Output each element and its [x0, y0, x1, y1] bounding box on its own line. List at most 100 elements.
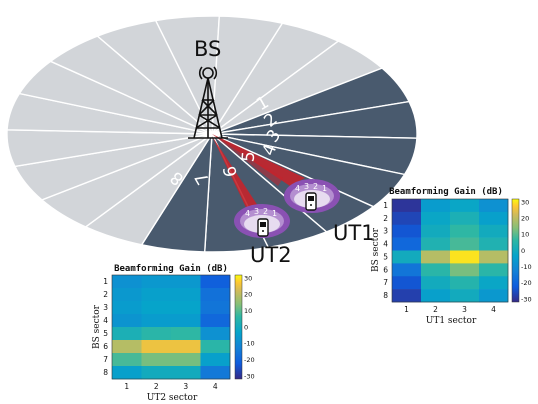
heatmap-ut1-cell [479, 250, 509, 264]
heatmap-ut1-colorbar [511, 198, 520, 303]
heatmap-ut2-xtick: 2 [154, 382, 159, 391]
heatmap-ut2-colorbar-tick: 0 [244, 323, 248, 331]
heatmap-ut2-ytick: 4 [103, 316, 108, 325]
heatmap-ut2-colorbar-tick: 10 [244, 307, 252, 315]
ut1-phone-icon [305, 192, 317, 211]
heatmap-ut2-cell [141, 366, 172, 380]
heatmap-ut2-cell [200, 340, 231, 354]
heatmap-ut2-xtick: 3 [183, 382, 188, 391]
ut1-sector-label-3: 3 [304, 182, 309, 191]
heatmap-ut2-frame [111, 274, 231, 380]
heatmap-ut1-cell [392, 276, 422, 290]
heatmap-ut1-cell [479, 263, 509, 277]
heatmap-ut1-cell [450, 199, 480, 213]
heatmap-ut2-cell [141, 301, 172, 315]
heatmap-ut1-colorbar-tick: -20 [521, 279, 532, 287]
heatmap-ut1-cell [479, 289, 509, 303]
heatmap-ut1-cells [392, 199, 509, 303]
heatmap-ut1-cell [450, 237, 480, 251]
heatmap-ut1-cell [479, 199, 509, 213]
ut2-sector-label-4: 4 [245, 209, 250, 218]
ut2-device: 4 3 2 1 [234, 204, 290, 238]
ut2-sector-labels: 4 3 2 1 [245, 207, 277, 218]
heatmap-ut2-cell [112, 327, 142, 341]
heatmap-ut2-cell [200, 353, 231, 367]
heatmap-ut1-cell [392, 199, 422, 213]
heatmap-ut2-cell [141, 275, 172, 289]
heatmap-ut1-cell [479, 224, 509, 238]
heatmap-ut1-cell [421, 224, 451, 238]
heatmap-ut2: Beamforming Gain (dB) 1 2 3 4 5 6 7 8 1 2 3 4 BS s… [92, 263, 255, 403]
heatmap-ut1-cell [479, 276, 509, 290]
heatmap-ut1-cell [421, 211, 451, 226]
heatmap-ut1-cell [479, 211, 509, 226]
heatmap-ut2-title: Beamforming Gain (dB) [114, 263, 228, 274]
heatmap-ut2-cell [141, 327, 172, 341]
heatmap-ut2-ytick: 6 [103, 342, 108, 351]
heatmap-ut2-ytick: 7 [103, 355, 108, 364]
ut2-sector-label-1: 1 [272, 209, 277, 218]
heatmap-ut1-cell [450, 263, 480, 277]
heatmap-ut1-cell [392, 211, 422, 226]
ut1-sector-label-2: 2 [313, 182, 318, 191]
heatmap-ut1-cell [450, 250, 480, 264]
heatmap-ut2-cell [171, 327, 201, 341]
bs-sector-label-5: 5 [239, 150, 260, 163]
heatmap-ut2-colorbar-tick: -30 [244, 372, 255, 380]
heatmap-ut2-cell [171, 314, 201, 328]
ut1-sector-label-1: 1 [322, 184, 327, 193]
heatmap-ut1-colorbar-tick: 10 [521, 231, 529, 239]
heatmap-ut2-colorbar-tick: -20 [244, 356, 255, 364]
heatmap-ut2-cell [112, 288, 142, 302]
heatmap-ut2-cell [141, 353, 172, 367]
heatmap-ut1-cell [392, 250, 422, 264]
beam-ut1 [212, 134, 305, 186]
heatmap-ut2-cell [200, 275, 231, 289]
heatmap-ut2-cell [171, 288, 201, 302]
heatmap-ut2-ytick: 3 [103, 303, 108, 312]
heatmap-ut2-cell [141, 340, 172, 354]
ut1-sector-labels: 4 3 2 1 [295, 182, 327, 193]
heatmap-ut2-ylabel: BS sector [92, 304, 102, 349]
heatmap-ut2-cell [112, 366, 142, 380]
ut2-sector-label-3: 3 [254, 207, 259, 216]
heatmap-ut2-cell [171, 275, 201, 289]
heatmap-ut2-ytick: 1 [103, 277, 108, 286]
heatmap-ut1-cell [392, 224, 422, 238]
heatmap-ut1-ytick: 5 [383, 252, 388, 261]
heatmap-ut1-colorbar-tick: 0 [521, 247, 525, 255]
heatmap-ut2-cell [200, 314, 231, 328]
heatmap-ut1-colorbar-tick: -30 [521, 295, 532, 303]
heatmap-ut2-cell [200, 327, 231, 341]
heatmap-ut2-colorbar-tick: -10 [244, 340, 255, 348]
bs-label: BS [194, 37, 221, 61]
heatmap-ut1-cell [450, 211, 480, 226]
heatmap-ut2-cell [200, 288, 231, 302]
heatmap-ut1-cell [421, 276, 451, 290]
ut1-label: UT1 [333, 221, 375, 245]
heatmap-ut1-xtick: 1 [404, 305, 409, 314]
heatmap-ut1-ylabel: BS sector [371, 227, 381, 272]
heatmap-ut2-cell [112, 301, 142, 315]
heatmap-ut1-cell [421, 289, 451, 303]
heatmap-ut2-cell [141, 314, 172, 328]
heatmap-ut2-ytick: 2 [103, 290, 108, 299]
heatmap-ut2-cell [171, 353, 201, 367]
heatmap-ut1-ytick: 6 [383, 265, 388, 274]
heatmap-ut1-cell [450, 289, 480, 303]
heatmap-ut1-cell [450, 276, 480, 290]
ut2-sector-label-2: 2 [263, 207, 268, 216]
heatmap-ut2-xtick: 4 [213, 382, 218, 391]
heatmap-ut1-ytick: 8 [383, 291, 388, 300]
heatmap-ut1: Beamforming Gain (dB) 1 2 3 4 5 6 7 8 1 2 3 4 BS s… [371, 186, 532, 326]
heatmap-ut1-xlabel: UT1 sector [426, 316, 477, 326]
sector-wedge [211, 15, 284, 135]
heatmap-ut1-cell [392, 289, 422, 303]
heatmap-ut2-cell [171, 366, 201, 380]
heatmap-ut1-ytick: 3 [383, 227, 388, 236]
heatmap-ut2-xtick: 1 [124, 382, 129, 391]
heatmap-ut1-cell [450, 224, 480, 238]
heatmap-ut2-colorbar-tick: 30 [244, 274, 252, 282]
heatmap-ut2-cell [171, 340, 201, 354]
heatmap-ut1-cell [392, 263, 422, 277]
